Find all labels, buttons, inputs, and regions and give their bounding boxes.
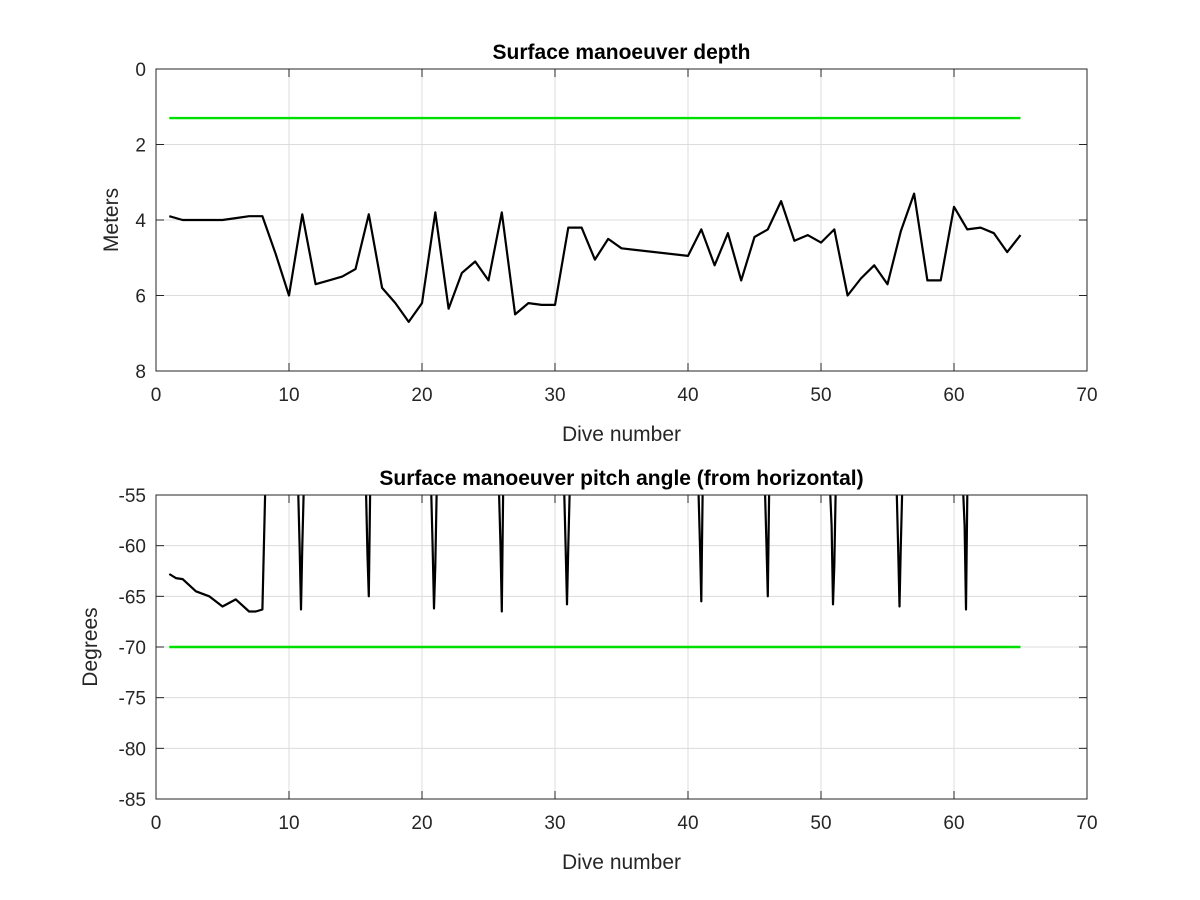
x-tick-label: 50 [810,813,831,834]
y-tick-label: -60 [119,537,146,558]
chart-title: Surface manoeuver pitch angle (from hori… [379,467,863,490]
x-tick-label: 70 [1076,813,1097,834]
y-tick-label: -85 [119,790,146,811]
y-tick-label: 0 [135,60,146,81]
y-tick-label: -80 [119,739,146,760]
x-tick-label: 60 [943,813,964,834]
data-series-line [764,495,771,598]
data-series-line [697,495,704,603]
y-axis-label: Degrees [79,607,102,686]
data-series-line [962,495,969,611]
x-tick-label: 40 [677,813,698,834]
x-tick-label: 20 [411,813,432,834]
data-series-line [430,495,438,610]
x-tick-label: 70 [1076,385,1097,406]
y-tick-label: 4 [135,211,146,232]
data-series-line [168,192,1022,323]
data-series-line [895,495,904,608]
data-series-line [563,495,571,606]
chart-1: 0 10 20 30 40 50 60 70 0 2 4 6 8 Surface manoeuver de… [100,41,1098,446]
x-tick-label: 30 [544,813,565,834]
x-tick-label: 20 [411,385,432,406]
x-tick-label: 0 [151,813,162,834]
x-tick-label: 60 [943,385,964,406]
series-group [168,495,1021,649]
data-series-line [829,495,837,606]
x-tick-label: 10 [278,385,299,406]
y-tick-label: 6 [135,287,146,308]
y-tick-label: -55 [119,486,146,507]
data-series-line [297,495,305,611]
chart-title: Surface manoeuver depth [493,41,751,64]
x-tick-label: 40 [677,385,698,406]
y-axis-label: Meters [100,188,123,252]
x-tick-label: 0 [151,385,162,406]
chart-2: 0 10 20 30 40 50 60 70 -55 -60 -65 -70 -75 -80 -85 Surf… [79,467,1098,874]
data-series-line [168,495,267,613]
y-tick-label: -75 [119,689,146,710]
x-axis-label: Dive number [562,851,681,874]
x-tick-label: 50 [810,385,831,406]
y-tick-label: 2 [135,136,146,157]
data-series-line [498,495,505,613]
x-tick-label: 30 [544,385,565,406]
y-tick-label: -70 [119,638,146,659]
x-axis-label: Dive number [562,423,681,446]
series-group [168,116,1022,323]
y-tick-label: 8 [135,362,146,383]
y-tick-label: -65 [119,587,146,608]
x-tick-label: 10 [278,813,299,834]
data-series-line [365,495,372,598]
